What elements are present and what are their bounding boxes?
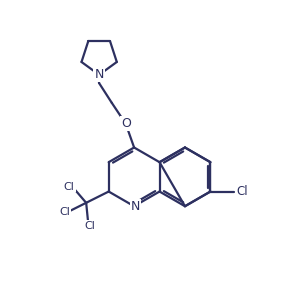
Text: Cl: Cl [84, 221, 95, 231]
Text: Cl: Cl [64, 181, 75, 191]
Text: Cl: Cl [59, 206, 70, 217]
Text: O: O [121, 117, 131, 130]
Text: N: N [131, 200, 140, 213]
Text: Cl: Cl [236, 185, 248, 198]
Text: N: N [94, 68, 104, 81]
